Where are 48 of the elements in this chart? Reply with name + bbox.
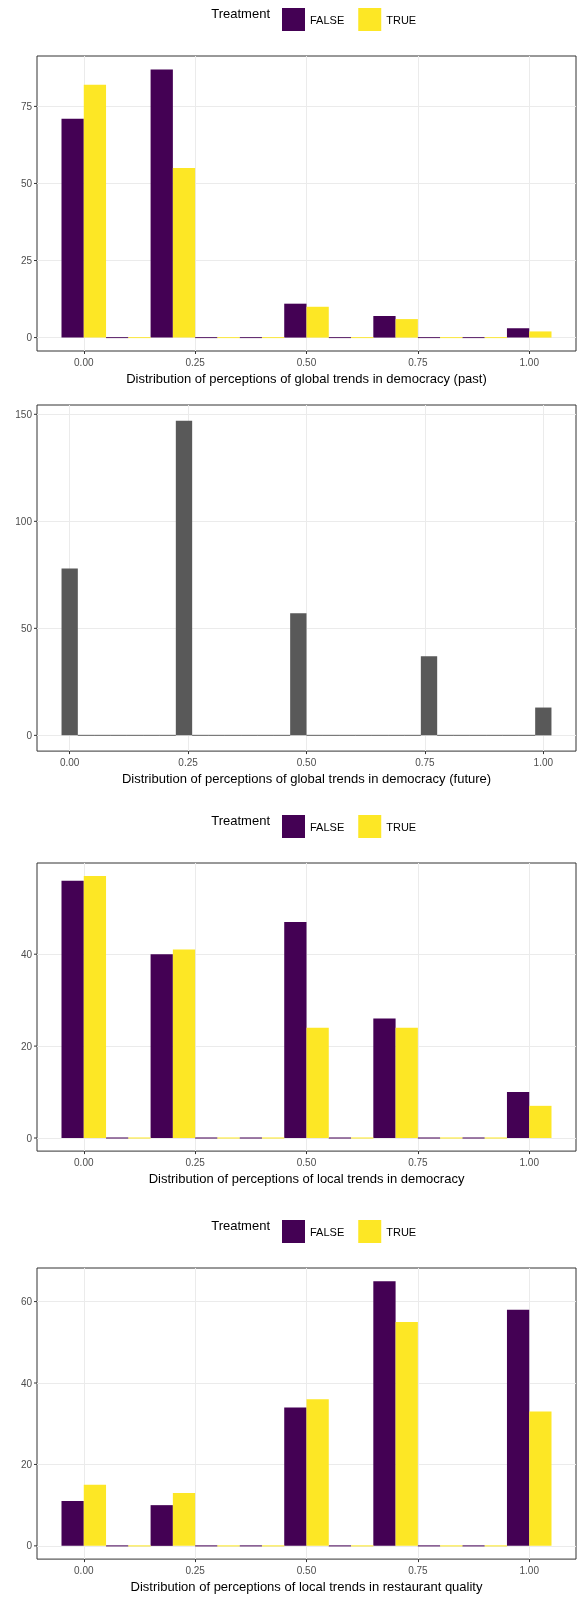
x-tick-label: 0.25 [185,1156,206,1168]
x-tick-label: 0.75 [408,1564,429,1576]
y-tick-label: 40 [20,948,33,960]
y-tick-label: 50 [20,622,33,634]
legend-label: FALSE [310,13,345,26]
x-tick-label: 0.50 [296,1156,317,1168]
x-tick-label: 0.50 [296,356,317,368]
y-tick-label: 60 [20,1296,33,1308]
y-tick-label: 50 [20,177,33,189]
y-tick-label: 25 [20,255,33,267]
legend-label: FALSE [310,820,345,833]
x-tick-label: 1.00 [519,1156,540,1168]
x-tick-label: 1.00 [533,756,554,768]
x-tick-label: 0.25 [185,356,206,368]
x-tick-label: 0.75 [415,756,436,768]
x-tick-label: 0.50 [296,1564,317,1576]
y-tick-label: 0 [26,1132,33,1144]
x-tick-label: 0.50 [296,756,317,768]
y-tick-label: 75 [20,100,33,112]
x-tick-label: 0.00 [59,756,80,768]
y-tick-label: 150 [15,408,33,420]
x-axis-title: Distribution of perceptions of local trends in democracy [148,1171,465,1186]
x-tick-label: 1.00 [519,1564,540,1576]
y-tick-label: 40 [20,1377,33,1389]
legend-title: Treatment [211,1218,271,1233]
x-tick-label: 0.00 [74,1564,94,1576]
x-tick-label: 1.00 [519,356,540,368]
y-tick-label: 100 [15,515,33,527]
x-axis-title: Distribution of perceptions of local trends in restaurant quality [130,1579,483,1594]
y-tick-label: 0 [26,1540,33,1552]
y-tick-label: 20 [20,1040,33,1052]
legend-title: Treatment [211,813,271,828]
y-tick-label: 20 [20,1458,33,1470]
x-tick-label: 0.00 [74,1156,94,1168]
legend-label: TRUE [386,820,417,833]
legend-label: TRUE [386,1225,417,1238]
x-tick-label: 0.00 [74,356,94,368]
x-axis-title: Distribution of perceptions of global trends in democracy (past) [126,370,487,386]
x-tick-label: 0.25 [178,756,199,768]
y-tick-label: 0 [26,729,33,741]
legend-label: FALSE [310,1225,345,1238]
x-tick-label: 0.75 [408,356,429,368]
x-tick-label: 0.25 [185,1564,206,1576]
legend-title: Treatment [211,6,271,21]
legend-label: TRUE [386,13,417,26]
x-tick-label: 0.75 [408,1156,429,1168]
x-axis-title: Distribution of perceptions of global trends in democracy (future) [121,771,492,786]
y-tick-label: 0 [26,332,33,344]
